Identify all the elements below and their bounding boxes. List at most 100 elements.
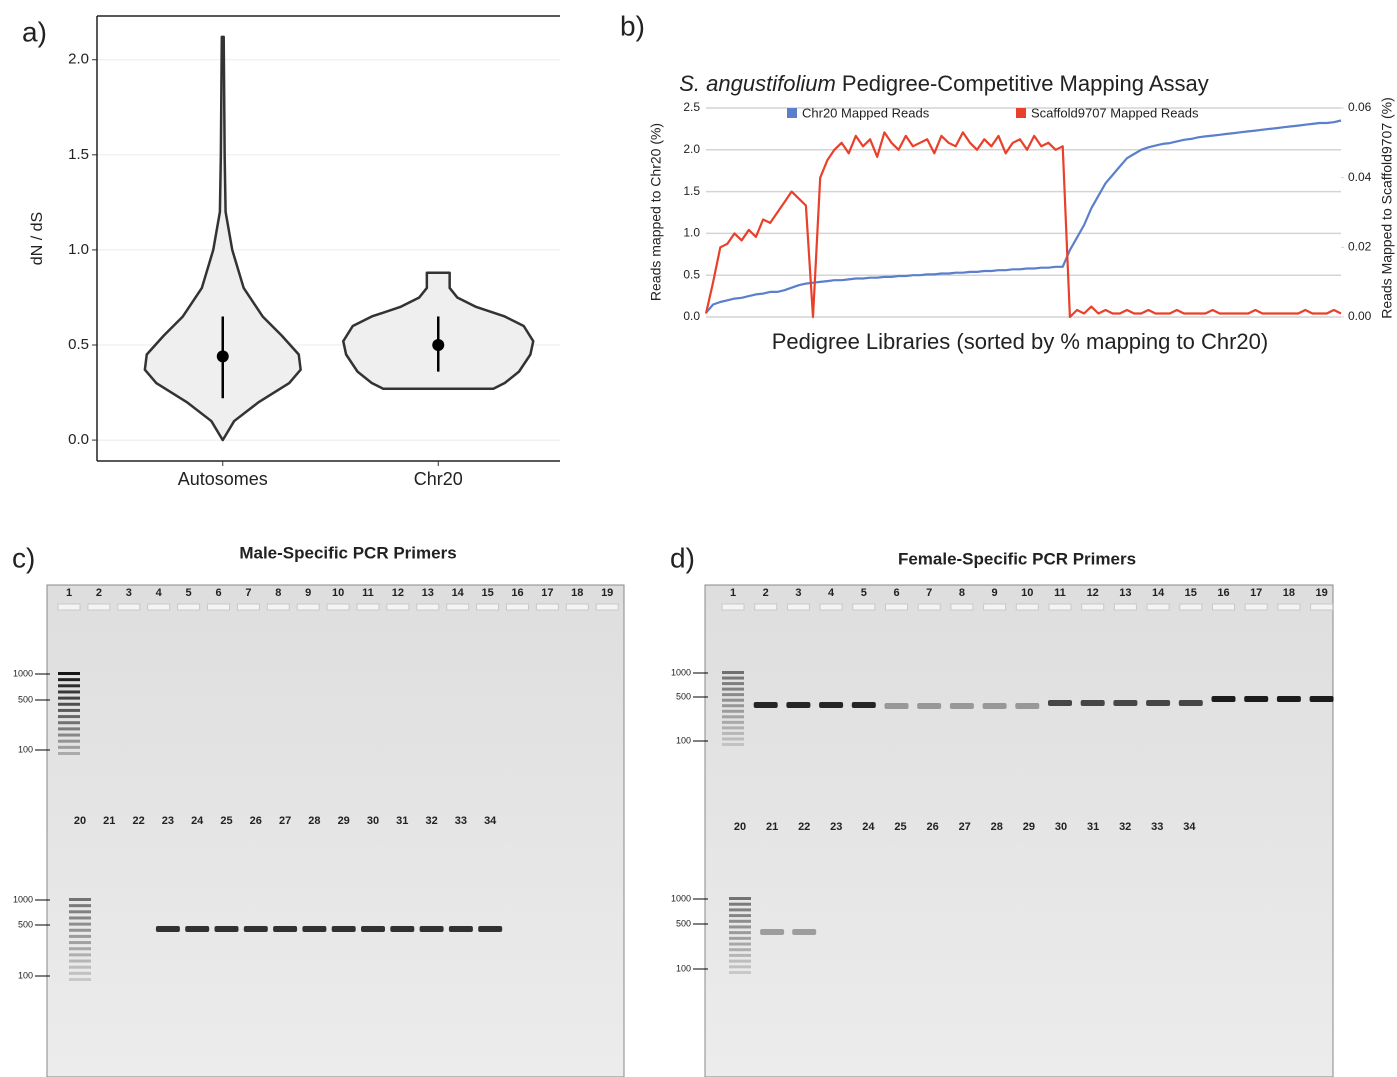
x-tick-label: Chr20: [414, 469, 463, 489]
dna-band: [448, 926, 473, 932]
well: [266, 603, 290, 611]
legend-label: Scaffold9707 Mapped Reads: [1031, 105, 1199, 120]
well: [950, 603, 974, 611]
dna-band: [243, 926, 268, 932]
dna-band: [1113, 700, 1138, 706]
lane-number: 22: [132, 815, 144, 827]
well: [1179, 603, 1203, 611]
well: [207, 603, 230, 611]
y2-tick-label: 0.02: [1348, 240, 1372, 254]
lane-number: 30: [1055, 821, 1067, 833]
well: [236, 603, 260, 611]
ladder-size: 1000: [13, 894, 33, 904]
well: [476, 603, 500, 611]
well: [1277, 603, 1301, 611]
well: [1015, 603, 1039, 611]
ladder-band: [729, 914, 751, 918]
ladder-size: 1000: [671, 893, 691, 903]
lane-number: 23: [830, 821, 842, 833]
lane-number: 6: [893, 587, 899, 599]
well: [386, 603, 410, 611]
ladder-band: [729, 942, 751, 946]
dna-band: [331, 926, 356, 932]
dna-band: [419, 926, 444, 932]
dna-band: [361, 926, 385, 932]
y-tick-label: 1.0: [683, 226, 700, 240]
lane-number: 7: [926, 587, 932, 599]
gel-image: [46, 584, 625, 1077]
dna-band: [390, 926, 415, 932]
lane-number: 18: [1283, 587, 1295, 599]
dna-band: [1015, 703, 1040, 709]
ladder-band: [58, 672, 80, 675]
lane-number: 34: [1183, 821, 1196, 833]
legend-label: Chr20 Mapped Reads: [802, 105, 930, 120]
ladder-band: [58, 678, 80, 682]
lane-number: 20: [74, 815, 86, 827]
ladder-band: [722, 682, 744, 686]
ladder-size: 500: [676, 691, 691, 701]
dna-band: [1080, 700, 1105, 706]
well: [296, 603, 320, 611]
y-tick-label: 0.5: [683, 267, 700, 281]
ladder-band: [729, 902, 751, 906]
ladder-band: [722, 687, 744, 691]
y-axis-label: dN / dS: [29, 212, 46, 265]
lane-number: 28: [991, 821, 1003, 833]
ladder-size: 100: [676, 963, 691, 973]
dna-band: [884, 703, 909, 709]
ladder-band: [58, 702, 80, 706]
ladder-band: [69, 941, 91, 945]
dna-band: [819, 702, 844, 708]
ladder-band: [58, 696, 80, 700]
ladder-band: [729, 897, 751, 900]
y2-tick-label: 0.04: [1348, 170, 1372, 184]
well: [356, 603, 380, 611]
x-tick-label: Autosomes: [178, 469, 268, 489]
ladder-band: [722, 676, 744, 680]
well: [983, 603, 1007, 611]
lane-number: 26: [250, 815, 262, 827]
lane-number: 1: [730, 587, 736, 599]
y-tick-label: 2.0: [68, 51, 89, 68]
ladder-band: [722, 726, 744, 730]
ladder-band: [722, 693, 744, 697]
dna-band: [302, 926, 327, 932]
title-italic: S. angustifolium: [679, 71, 836, 96]
ladder-band: [69, 947, 91, 951]
well: [326, 603, 350, 611]
ladder-band: [69, 916, 91, 920]
median-point: [216, 350, 229, 363]
dna-band: [1146, 700, 1171, 706]
lane-number: 18: [571, 587, 583, 599]
lane-number: 10: [1021, 587, 1033, 599]
lane-number: 5: [861, 587, 867, 599]
lane-number: 14: [1152, 587, 1165, 599]
y-tick-label: 0.0: [683, 309, 700, 323]
gel-image: [704, 584, 1334, 1077]
well: [57, 603, 81, 611]
ladder-band: [729, 919, 751, 923]
lane-number: 31: [1087, 821, 1099, 833]
ladder-band: [69, 904, 91, 908]
title-rest: Pedigree-Competitive Mapping Assay: [836, 71, 1209, 96]
chart-title: S. angustifolium Pedigree-Competitive Ma…: [679, 71, 1209, 96]
dna-band: [1211, 696, 1236, 702]
ladder-band: [722, 737, 744, 741]
lane-number: 23: [162, 815, 174, 827]
well: [1048, 603, 1072, 611]
well: [565, 603, 589, 611]
ladder-band: [729, 953, 751, 957]
ladder-band: [729, 931, 751, 935]
y2-tick-label: 0.00: [1348, 309, 1372, 323]
well: [786, 603, 810, 611]
lane-number: 25: [220, 815, 232, 827]
dna-band: [949, 703, 974, 709]
lane-number: 31: [396, 815, 408, 827]
y-tick-label: 2.5: [683, 100, 700, 114]
well: [852, 603, 876, 611]
ladder-band: [58, 745, 80, 749]
lane-number: 12: [1087, 587, 1099, 599]
y-tick-label: 1.5: [68, 146, 89, 163]
ladder-band: [729, 959, 751, 963]
